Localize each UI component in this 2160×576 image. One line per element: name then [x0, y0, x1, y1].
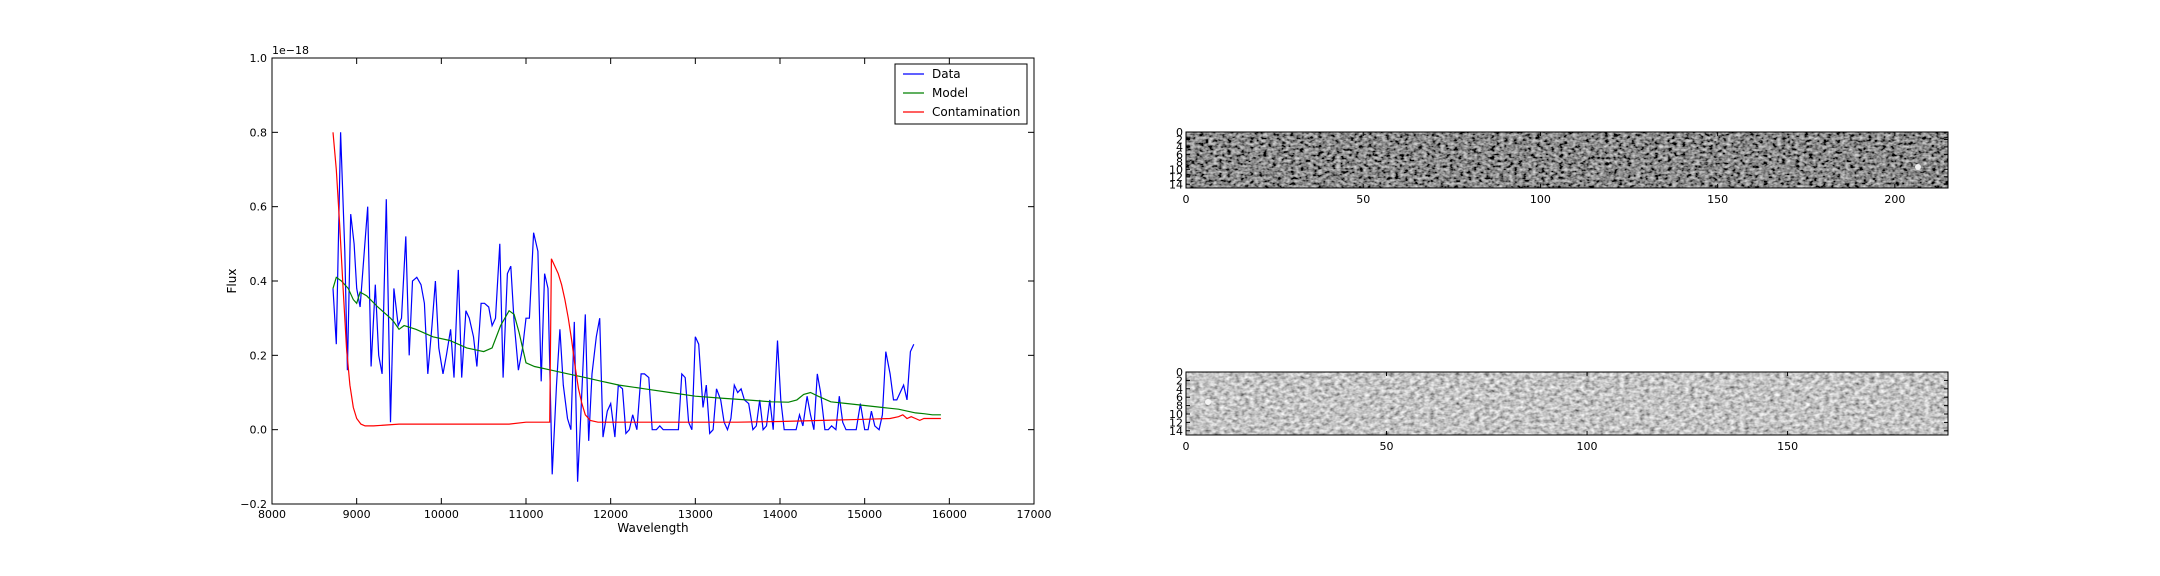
- image-bottom-frame: [1185, 371, 1949, 436]
- x-tick-label: 11000: [509, 508, 544, 521]
- series-line-data: [332, 132, 915, 482]
- image-y-tick-label: 6: [1176, 391, 1183, 404]
- image-y-tick-label: 10: [1169, 163, 1183, 176]
- x-tick-label: 9000: [343, 508, 371, 521]
- spectrum-ticks: 8000 9000 10000 11000 12000 13000 14000 15000 16…: [240, 52, 1051, 521]
- y-tick-label: 0.0: [250, 424, 268, 437]
- x-tick-label: 12000: [593, 508, 628, 521]
- y-tick-label: 0.2: [250, 349, 268, 362]
- image-y-tick-label: 0: [1176, 126, 1183, 139]
- image-top-bright-spot: [1915, 164, 1921, 170]
- spectrum-plot-area: [271, 57, 1035, 505]
- spectrum-chart: 8000 9000 10000 11000 12000 13000 14000 15000 16…: [225, 44, 1052, 535]
- image-y-tick-label: 8: [1176, 400, 1183, 413]
- x-axis-label: Wavelength: [617, 521, 688, 535]
- image-x-tick-label: 150: [1777, 440, 1798, 453]
- y-tick-label: 0.8: [250, 126, 268, 139]
- image-y-tick-label: 2: [1176, 374, 1183, 387]
- x-tick-label: 13000: [678, 508, 713, 521]
- image-y-tick-label: 6: [1176, 148, 1183, 161]
- legend-label-model: Model: [932, 86, 968, 100]
- x-tick-label: 10000: [424, 508, 459, 521]
- image-y-tick-label: 8: [1176, 156, 1183, 169]
- x-tick-label: 8000: [258, 508, 286, 521]
- legend: Data Model Contamination: [894, 63, 1028, 125]
- image-x-tick-label: 200: [1884, 193, 1905, 206]
- image-y-tick-label: 2: [1176, 133, 1183, 146]
- image-y-tick-label: 12: [1169, 171, 1183, 184]
- image-y-tick-label: 14: [1169, 425, 1183, 438]
- x-tick-label: 16000: [932, 508, 967, 521]
- image-y-tick-label: 12: [1169, 416, 1183, 429]
- x-tick-label: 17000: [1017, 508, 1052, 521]
- legend-label-data: Data: [932, 67, 961, 81]
- y-tick-label: 0.4: [250, 275, 268, 288]
- spectrum-series: [332, 132, 941, 482]
- image-x-tick-label: 50: [1380, 440, 1394, 453]
- image-x-tick-label: 150: [1707, 193, 1728, 206]
- x-tick-label: 15000: [847, 508, 882, 521]
- y-tick-label: 1.0: [250, 52, 268, 65]
- image-x-tick-label: 100: [1577, 440, 1598, 453]
- legend-label-contamination: Contamination: [932, 105, 1020, 119]
- series-line-model: [332, 276, 941, 416]
- image-y-tick-label: 14: [1169, 178, 1183, 191]
- series-line-contamination: [332, 132, 941, 427]
- image-bottom-bright-spot: [1205, 399, 1211, 405]
- image-y-tick-label: 4: [1176, 383, 1183, 396]
- image-x-tick-label: 0: [1183, 440, 1190, 453]
- image-top-frame: [1185, 131, 1949, 189]
- image-y-tick-label: 0: [1176, 366, 1183, 379]
- y-tick-label: 0.6: [250, 201, 268, 214]
- image-x-tick-label: 50: [1356, 193, 1370, 206]
- y-axis-multiplier: 1e−18: [272, 44, 309, 57]
- image-x-tick-label: 100: [1530, 193, 1551, 206]
- x-tick-label: 14000: [763, 508, 798, 521]
- image-bottom-pixels: [1186, 372, 1948, 435]
- image-top-pixels: [1186, 132, 1948, 188]
- y-tick-label: −0.2: [240, 498, 267, 511]
- image-x-tick-label: 0: [1183, 193, 1190, 206]
- image-y-tick-label: 10: [1169, 408, 1183, 421]
- y-axis-label: Flux: [225, 269, 239, 294]
- image-y-tick-label: 4: [1176, 141, 1183, 154]
